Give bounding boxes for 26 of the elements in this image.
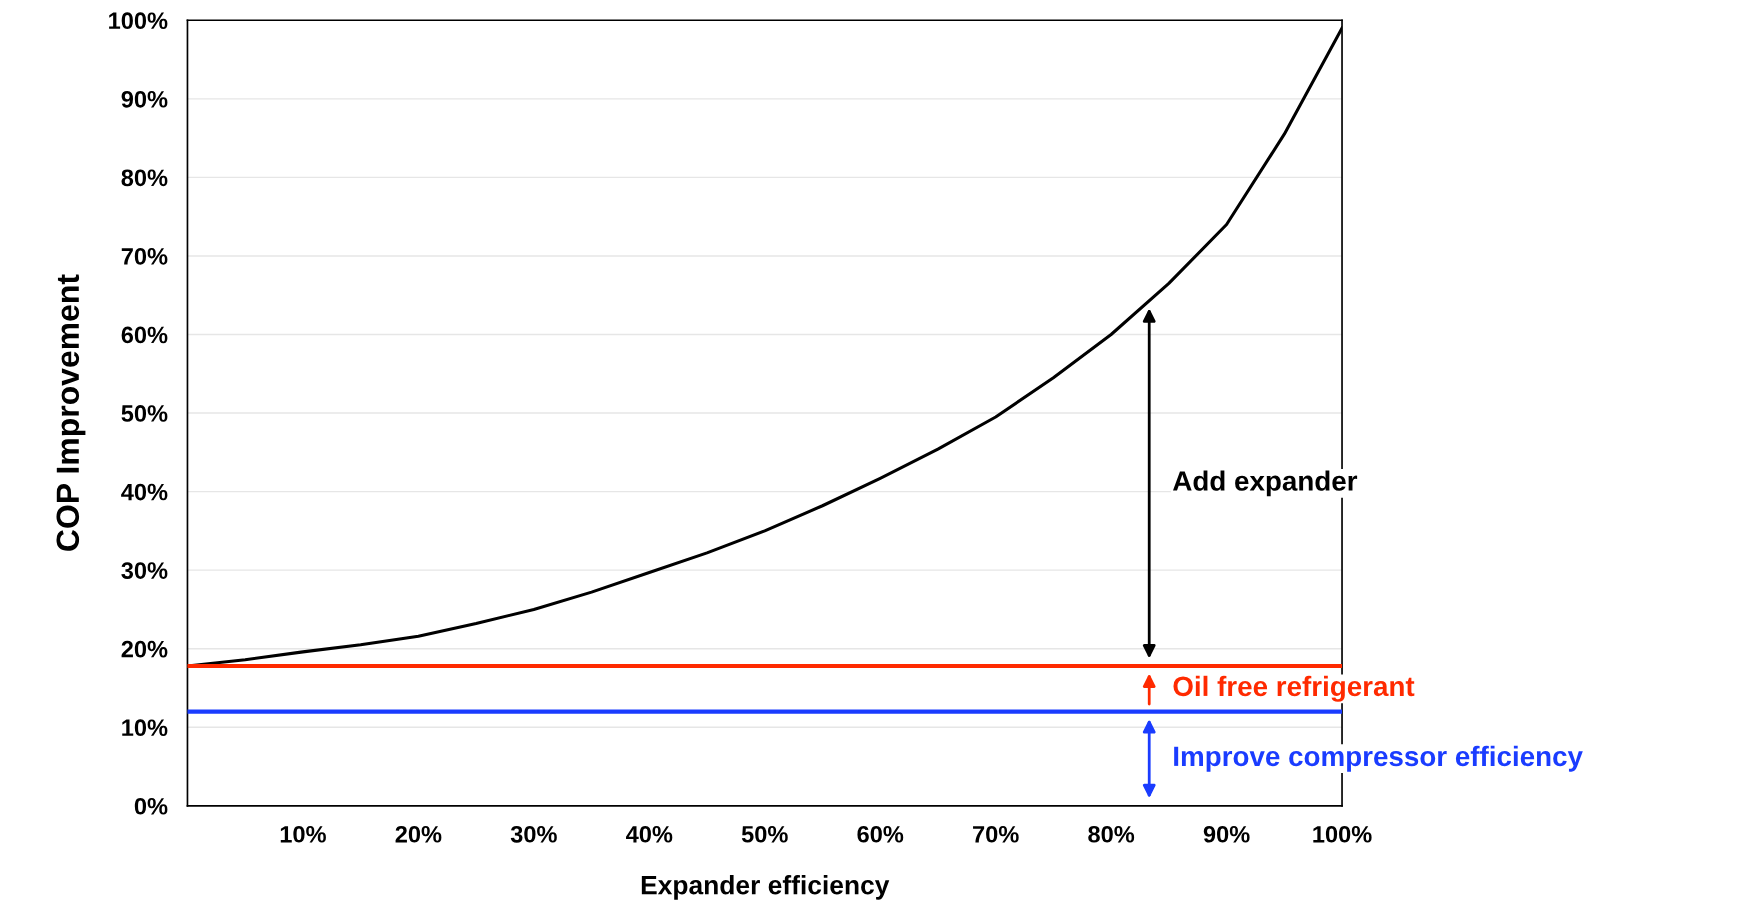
x-tick-label: 20%	[395, 825, 442, 843]
y-tick-label: 10%	[122, 719, 168, 737]
x-tick-label: 30%	[510, 825, 557, 843]
x-axis-title: Expander efficiency	[641, 875, 890, 900]
y-tick-label: 80%	[121, 169, 168, 187]
x-tick-label: 40%	[626, 825, 673, 843]
y-tick-label: 100%	[109, 12, 168, 30]
y-tick-label: 70%	[121, 248, 168, 265]
y-tick-label: 60%	[121, 326, 168, 344]
x-tick-label: 100%	[1313, 825, 1372, 843]
legend-label: Improve compressor efficiency	[1174, 745, 1583, 772]
y-tick-label: 30%	[121, 562, 168, 579]
y-tick-label: 40%	[121, 483, 168, 501]
x-tick-label: 60%	[857, 825, 904, 843]
annotation: Add expander	[1173, 470, 1358, 497]
y-tick-label: 90%	[121, 90, 168, 108]
y-tick-label: 50%	[121, 405, 168, 422]
x-tick-label: 80%	[1088, 825, 1135, 843]
x-tick-label: 50%	[741, 825, 788, 843]
y-axis-title: COP Improvement	[56, 274, 86, 551]
x-tick-label: 70%	[973, 825, 1019, 843]
y-tick-label: 0%	[134, 797, 168, 815]
ref-line-label: Oil free refrigerant	[1173, 675, 1415, 702]
x-tick-label: 10%	[280, 825, 326, 843]
y-tick-label: 20%	[121, 640, 168, 658]
x-tick-label: 90%	[1203, 825, 1250, 843]
